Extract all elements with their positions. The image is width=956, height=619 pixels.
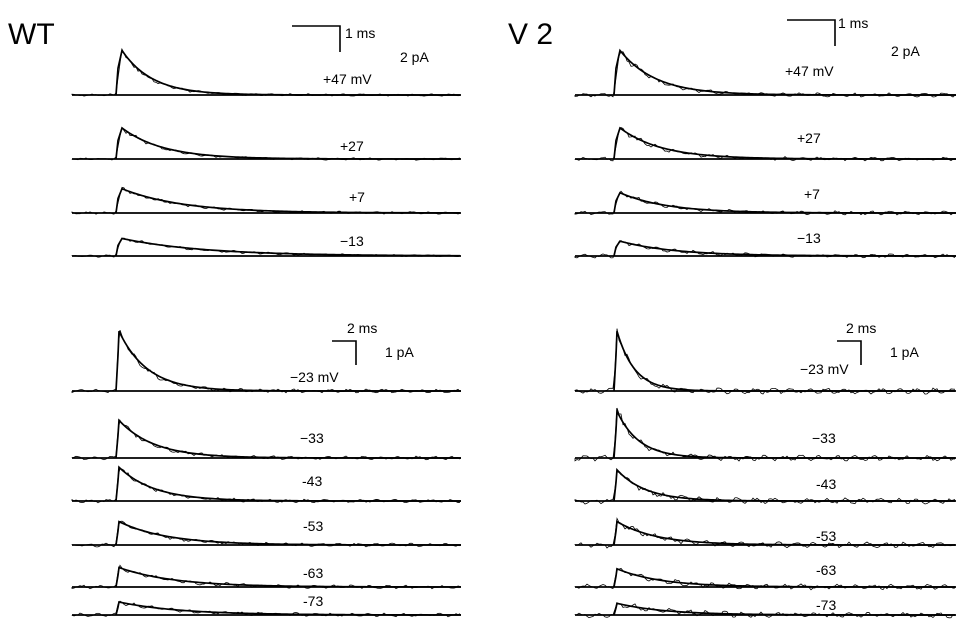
scale-bar (787, 19, 836, 46)
trace-fit (613, 191, 956, 214)
trace-voltage-label: -63 (303, 565, 323, 581)
scale-bar (837, 340, 862, 365)
scale-time-label: 2 ms (347, 320, 377, 336)
trace-record (71, 600, 461, 618)
trace-voltage-label: −13 (797, 230, 821, 246)
panel-title: WT (8, 18, 55, 51)
trace-voltage-label: +27 (340, 138, 364, 154)
trace-record (574, 240, 956, 259)
scale-time-label: 2 ms (846, 320, 876, 336)
trace-fit (613, 567, 955, 588)
panel-1: V 2 1 ms 2 pA +47 mV +27 +7 −13 2 ms 1 pA −23 mV −… (508, 15, 956, 619)
trace-fit (115, 600, 461, 616)
trace-record (574, 471, 956, 505)
trace-voltage-label: -63 (816, 562, 836, 578)
trace-voltage-label: −23 mV (290, 369, 339, 385)
trace-group-0: 1 ms 2 pA +47 mV +27 +7 −13 (71, 25, 461, 258)
trace-voltage-label: -73 (816, 597, 836, 613)
trace: -73 (71, 593, 461, 618)
trace-fit (115, 520, 461, 546)
trace: -73 (574, 597, 956, 619)
trace-voltage-label: +7 (349, 189, 365, 205)
trace-fit (115, 418, 461, 459)
trace: −33 (71, 418, 461, 461)
trace-voltage-label: +27 (797, 130, 821, 146)
trace-record (71, 126, 461, 161)
trace-record (71, 419, 461, 461)
trace-fit (613, 407, 955, 459)
trace-fit (115, 330, 461, 392)
trace: -53 (71, 518, 461, 548)
trace-record (574, 328, 956, 395)
trace: +47 mV (71, 47, 461, 97)
trace-record (71, 47, 461, 97)
trace: −33 (574, 407, 956, 462)
trace-record (574, 407, 956, 462)
trace-group-1: 2 ms 1 pA −23 mV −33 -43 -53 -63 -73 (574, 320, 956, 619)
trace: +47 mV (574, 48, 956, 98)
trace-record (574, 190, 956, 216)
trace-voltage-label: -53 (303, 518, 323, 534)
scale-time-label: 1 ms (345, 25, 375, 41)
trace-voltage-label: +7 (804, 186, 820, 202)
scale-current-label: 2 pA (400, 49, 429, 65)
scale-current-label: 1 pA (385, 344, 414, 360)
trace-record (574, 51, 956, 98)
scale-bar (292, 25, 341, 52)
trace-voltage-label: +47 mV (785, 63, 834, 79)
trace-group-0: 1 ms 2 pA +47 mV +27 +7 −13 (574, 15, 956, 259)
trace-record (71, 186, 461, 215)
trace: +7 (574, 186, 956, 216)
trace-fit (613, 467, 955, 502)
trace-record (574, 602, 956, 619)
trace-fit (613, 330, 955, 392)
trace-fit (115, 187, 460, 214)
trace: −23 mV (574, 328, 956, 395)
trace: −23 mV (71, 329, 461, 394)
trace-voltage-label: −33 (812, 430, 836, 446)
trace: −13 (71, 233, 461, 258)
trace-fit (115, 566, 461, 588)
panel-title: V 2 (508, 18, 553, 51)
trace: -53 (574, 517, 956, 549)
trace: +27 (574, 126, 956, 162)
trace-fit (613, 126, 956, 160)
trace-group-1: 2 ms 1 pA −23 mV −33 -43 -53 -63 -73 (71, 320, 461, 618)
trace-record (71, 564, 461, 590)
trace-voltage-label: −13 (340, 233, 364, 249)
trace-record (71, 520, 461, 548)
trace-voltage-label: +47 mV (323, 71, 372, 87)
trace: -43 (71, 465, 461, 504)
trace-record (71, 468, 461, 504)
trace-fit (613, 240, 956, 257)
trace-fit (115, 126, 460, 160)
trace: +7 (71, 186, 461, 215)
scale-bar (332, 340, 357, 365)
scale-time-label: 1 ms (838, 15, 868, 31)
trace-voltage-label: −23 mV (800, 361, 849, 377)
trace-voltage-label: -53 (816, 528, 836, 544)
trace-voltage-label: -43 (302, 473, 322, 489)
trace-record (574, 517, 956, 549)
trace-voltage-label: -43 (816, 476, 836, 492)
trace: −13 (574, 230, 956, 259)
scale-current-label: 1 pA (890, 344, 919, 360)
trace-voltage-label: −33 (300, 430, 324, 446)
trace-record (574, 127, 956, 162)
scale-current-label: 2 pA (891, 43, 920, 59)
trace-record (71, 329, 461, 394)
trace: -63 (574, 562, 956, 591)
trace-fit (613, 520, 955, 546)
trace-record (71, 237, 461, 258)
trace: -43 (574, 467, 956, 505)
trace-record (574, 567, 956, 591)
panel-0: WT 1 ms 2 pA +47 mV +27 +7 −13 2 ms 1 pA −23 mV −3… (8, 18, 461, 618)
trace-fit (115, 465, 461, 502)
trace: -63 (71, 564, 461, 590)
trace: +27 (71, 126, 461, 161)
trace-voltage-label: -73 (303, 593, 323, 609)
